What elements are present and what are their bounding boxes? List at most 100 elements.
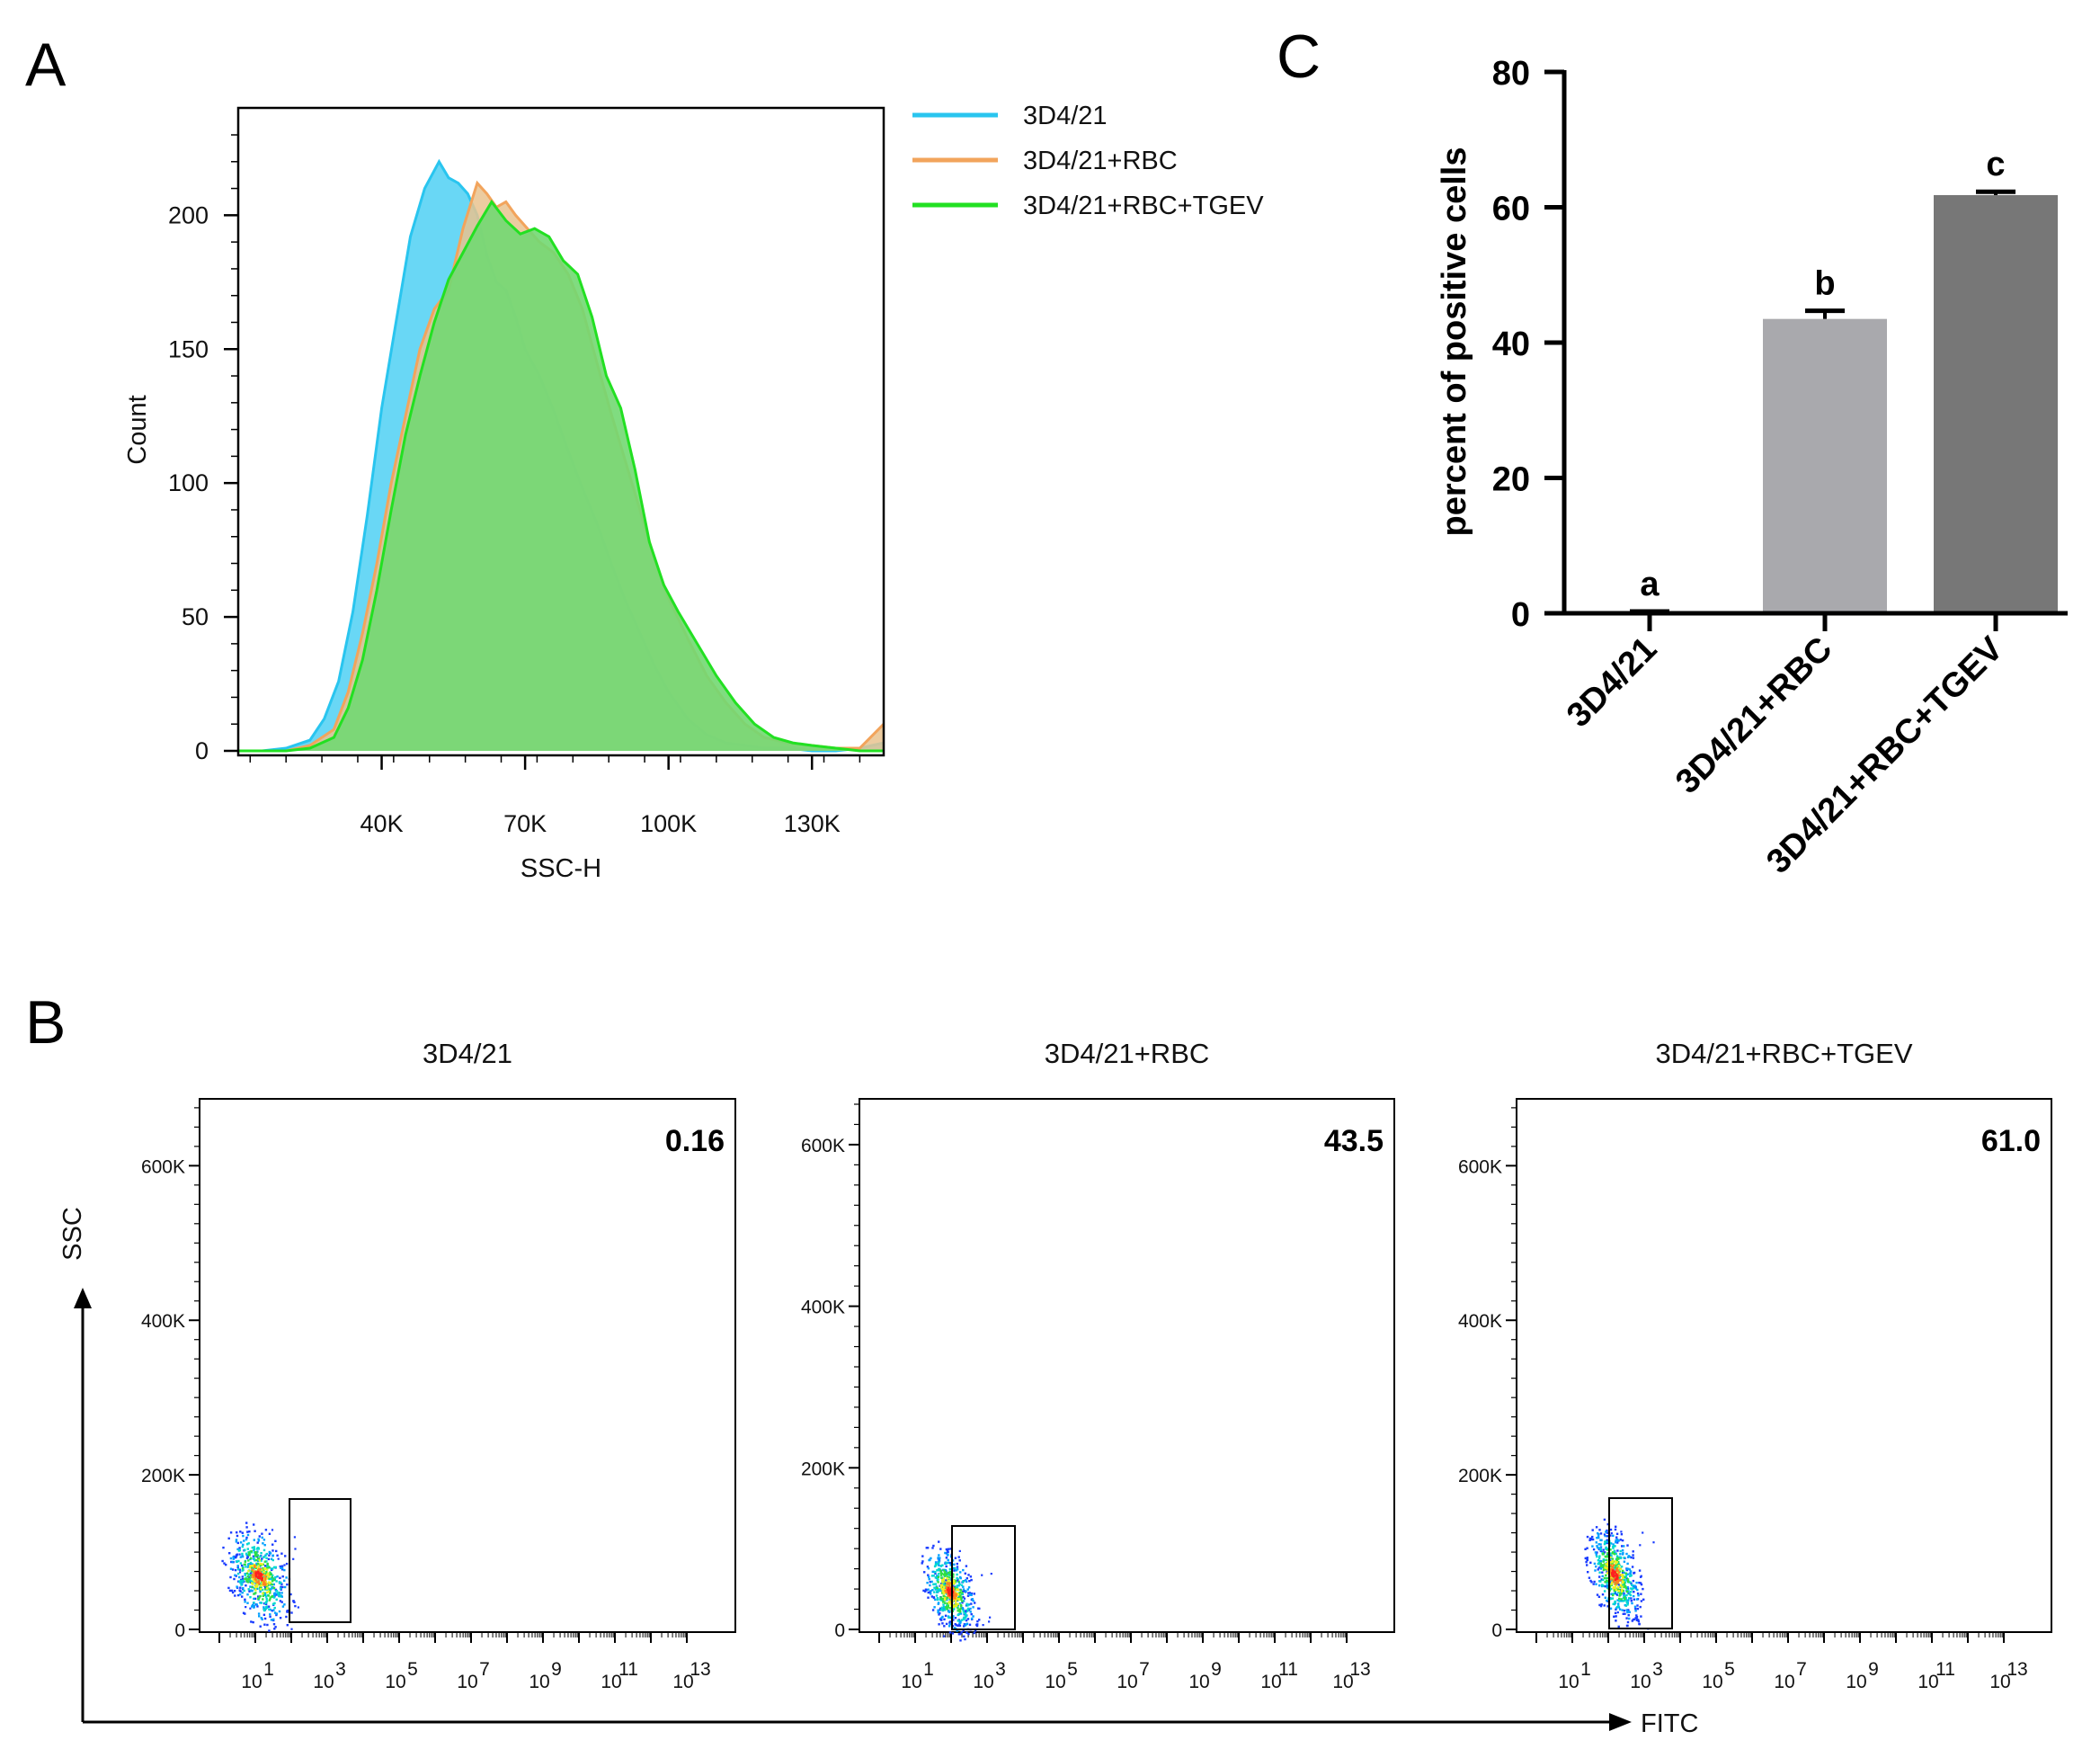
event-dot — [1598, 1571, 1601, 1574]
event-dot — [1590, 1581, 1593, 1584]
x-tick-label: 10 — [601, 1672, 621, 1692]
event-dot — [972, 1615, 974, 1618]
event-dot — [242, 1611, 245, 1614]
event-dot — [1601, 1571, 1604, 1574]
event-dot — [954, 1586, 957, 1589]
event-dot — [975, 1624, 979, 1628]
event-dot — [1614, 1560, 1616, 1563]
event-dot — [949, 1574, 952, 1576]
event-dot — [973, 1631, 975, 1635]
event-dot — [941, 1564, 944, 1566]
event-dot — [964, 1624, 966, 1627]
event-dot — [944, 1551, 947, 1555]
histogram-line-3 — [238, 199, 884, 753]
event-dot — [948, 1598, 951, 1601]
x-tick-exponent: 5 — [1067, 1659, 1078, 1680]
event-dot — [272, 1578, 276, 1582]
event-dot — [280, 1566, 284, 1570]
event-dot — [953, 1582, 956, 1584]
event-dot — [1615, 1557, 1619, 1561]
event-dot — [948, 1620, 952, 1623]
event-dot — [285, 1615, 288, 1619]
event-dot — [1637, 1619, 1640, 1621]
event-dot — [970, 1602, 973, 1605]
event-dot — [1639, 1582, 1642, 1584]
event-dot — [257, 1565, 261, 1568]
event-dot — [1593, 1580, 1596, 1584]
event-dot — [293, 1536, 296, 1539]
x-tick-exponent: 9 — [1868, 1659, 1879, 1680]
event-dot — [934, 1583, 937, 1585]
event-dot — [250, 1557, 253, 1560]
event-dot — [262, 1594, 264, 1597]
event-dot — [1587, 1571, 1589, 1574]
event-dot — [976, 1623, 979, 1626]
event-dot — [974, 1602, 976, 1604]
y-axis-ticks-a: 0 50 100 150 200 — [168, 134, 238, 764]
event-dot — [265, 1570, 268, 1574]
event-dot — [236, 1567, 240, 1571]
event-dot — [1586, 1558, 1588, 1562]
event-dot — [1624, 1576, 1626, 1579]
event-dot — [268, 1532, 271, 1535]
event-dot — [269, 1608, 271, 1611]
event-dot — [262, 1613, 266, 1616]
event-dot — [1629, 1575, 1632, 1577]
x-axis-ticks-a: 40K 70K 100K 130K — [249, 755, 861, 837]
y-tick-label: 600K — [801, 1136, 845, 1156]
event-dot — [1621, 1548, 1624, 1552]
event-dot — [270, 1573, 272, 1576]
event-dot — [1617, 1606, 1621, 1609]
event-dot — [1597, 1536, 1600, 1539]
event-dot — [965, 1616, 967, 1620]
event-dot — [255, 1581, 258, 1584]
event-dot — [1606, 1522, 1609, 1526]
event-dot — [952, 1604, 956, 1607]
event-dot — [1611, 1567, 1615, 1571]
x-tick-label: 10 — [1630, 1672, 1651, 1692]
event-dot — [259, 1562, 262, 1566]
legend-label: 3D4/21+RBC — [1023, 147, 1178, 175]
event-dot — [1622, 1581, 1624, 1584]
event-dot — [249, 1574, 253, 1577]
event-dot — [958, 1592, 961, 1594]
event-dot — [261, 1563, 263, 1566]
event-dot — [938, 1588, 940, 1591]
panel-letter-a: A — [25, 31, 67, 99]
event-dot — [1614, 1600, 1616, 1603]
event-dot — [232, 1557, 235, 1560]
event-dot — [1615, 1584, 1617, 1587]
event-dot — [954, 1598, 957, 1602]
event-dot — [1615, 1577, 1618, 1580]
y-tick-label: 20 — [1492, 461, 1530, 499]
event-dot — [231, 1568, 235, 1571]
event-dot — [1615, 1569, 1618, 1572]
x-tick-exponent: 9 — [551, 1659, 562, 1680]
event-dot — [1638, 1623, 1641, 1626]
y-tick-label: 60 — [1492, 191, 1530, 228]
event-dot — [957, 1613, 959, 1617]
event-dot — [253, 1606, 255, 1609]
event-dot — [937, 1573, 940, 1575]
event-dot — [943, 1625, 946, 1628]
event-dot — [962, 1600, 965, 1602]
event-dot — [944, 1602, 947, 1604]
event-dot — [934, 1572, 937, 1575]
event-dot — [947, 1594, 950, 1597]
event-dot — [932, 1583, 935, 1586]
event-dot — [268, 1582, 271, 1585]
event-dot — [939, 1574, 943, 1576]
event-dot — [1606, 1566, 1608, 1570]
event-dot — [1617, 1590, 1620, 1593]
event-dot — [960, 1631, 963, 1634]
x-tick-label: 10 — [1702, 1672, 1722, 1692]
event-dot — [253, 1597, 255, 1601]
event-dot — [1609, 1597, 1613, 1601]
event-dot — [937, 1609, 939, 1611]
event-dot — [935, 1594, 939, 1597]
event-dot — [1605, 1574, 1607, 1576]
event-dot — [235, 1539, 238, 1541]
event-dot — [957, 1595, 960, 1598]
event-dot — [942, 1585, 946, 1589]
